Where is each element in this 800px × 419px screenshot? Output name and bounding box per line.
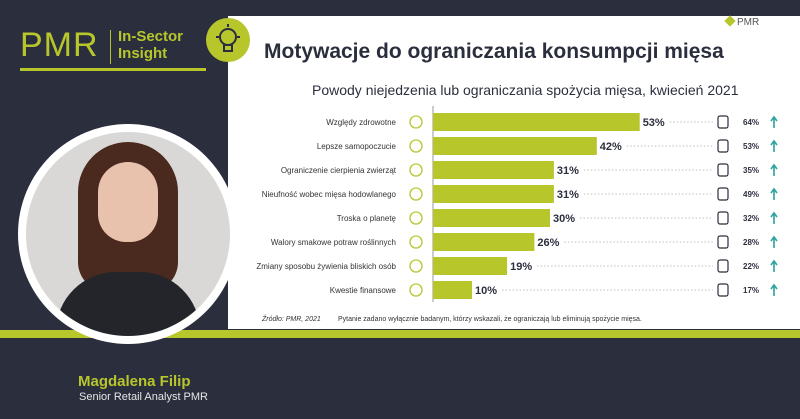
- secondary-value-label: 32%: [743, 214, 759, 223]
- footnote: Pytanie zadano wyłącznie badanym, którzy…: [338, 316, 642, 323]
- person-name: Magdalena Filip: [78, 373, 191, 390]
- bar-chart: Względy zdrowotne 53% 64% Lepsze samopoczuc…: [256, 106, 778, 302]
- brand-sub-line1: In-Sector: [118, 28, 184, 45]
- secondary-value-label: 49%: [743, 190, 759, 199]
- brand-sub-line2: Insight: [118, 45, 168, 62]
- portrait-face: [98, 162, 158, 242]
- category-label: Kwestie finansowe: [330, 286, 397, 295]
- family-icon: [717, 187, 729, 201]
- lightbulb-icon: [206, 18, 250, 62]
- house-icon: [717, 259, 729, 273]
- money-stack-icon: [717, 211, 729, 225]
- animal-icon: [409, 187, 423, 201]
- bar: [433, 185, 554, 203]
- bar: [433, 113, 640, 131]
- source-note: Źródło: PMR, 2021: [262, 316, 321, 323]
- category-label: Lepsze samopoczucie: [317, 142, 397, 151]
- bar: [433, 209, 550, 227]
- person-role: Senior Retail Analyst PMR: [79, 391, 208, 403]
- value-label: 30%: [553, 213, 575, 225]
- secondary-value-label: 17%: [743, 286, 759, 295]
- bar: [433, 137, 597, 155]
- category-label: Zmiany sposobu żywienia bliskich osób: [256, 262, 396, 271]
- logo-text: PMR: [737, 17, 760, 28]
- category-label: Walory smakowe potraw roślinnych: [271, 238, 396, 247]
- vegetable-icon: [409, 235, 423, 249]
- category-label: Nieufność wobec mięsa hodowlanego: [262, 190, 397, 199]
- value-label: 31%: [557, 165, 579, 177]
- coins-icon: [717, 283, 729, 297]
- up-arrow-icon: [770, 259, 778, 272]
- doctor-icon: [409, 115, 423, 129]
- value-label: 53%: [643, 117, 665, 129]
- pmr-logo: PMR: [724, 15, 760, 28]
- chart-title: Powody niejedzenia lub ograniczania spoż…: [312, 82, 739, 98]
- secondary-value-label: 22%: [743, 262, 759, 271]
- up-arrow-icon: [770, 211, 778, 224]
- up-arrow-icon: [770, 115, 778, 128]
- category-label: Względy zdrowotne: [326, 118, 396, 127]
- value-label: 42%: [600, 141, 622, 153]
- up-arrow-icon: [770, 163, 778, 176]
- value-label: 26%: [537, 237, 559, 249]
- value-label: 19%: [510, 261, 532, 273]
- secondary-value-label: 35%: [743, 166, 759, 175]
- dollar-icon: [409, 283, 423, 297]
- category-label: Troska o planetę: [337, 214, 397, 223]
- cow-icon: [409, 163, 423, 177]
- person-icon: [717, 115, 729, 129]
- secondary-value-label: 53%: [743, 142, 759, 151]
- page-title: Motywacje do ograniczania konsumpcji mię…: [264, 40, 724, 63]
- value-label: 10%: [475, 285, 497, 297]
- tree-icon: [409, 211, 423, 225]
- bar: [433, 233, 535, 251]
- portrait: [18, 124, 238, 344]
- up-arrow-icon: [770, 139, 778, 152]
- building-icon: [717, 139, 729, 153]
- apple-icon: [409, 259, 423, 273]
- up-arrow-icon: [770, 235, 778, 248]
- building-icon: [717, 163, 729, 177]
- bar: [433, 281, 472, 299]
- value-label: 31%: [557, 189, 579, 201]
- category-label: Ograniczenie cierpienia zwierząt: [281, 166, 397, 175]
- brand-pmr: PMR: [20, 26, 99, 64]
- portrait-image: [26, 132, 230, 336]
- brand-subtitle: In-Sector Insight: [118, 28, 208, 62]
- up-arrow-icon: [770, 187, 778, 200]
- brand-separator: [110, 30, 111, 64]
- person-icon: [717, 235, 729, 249]
- bar: [433, 257, 508, 275]
- runner-icon: [409, 139, 423, 153]
- secondary-value-label: 28%: [743, 238, 759, 247]
- secondary-value-label: 64%: [743, 118, 759, 127]
- logo-mark-icon: [724, 15, 736, 27]
- accent-strip: [0, 330, 800, 338]
- portrait-body: [56, 272, 200, 336]
- bar: [433, 161, 554, 179]
- up-arrow-icon: [770, 283, 778, 296]
- brand-underline: [20, 68, 206, 71]
